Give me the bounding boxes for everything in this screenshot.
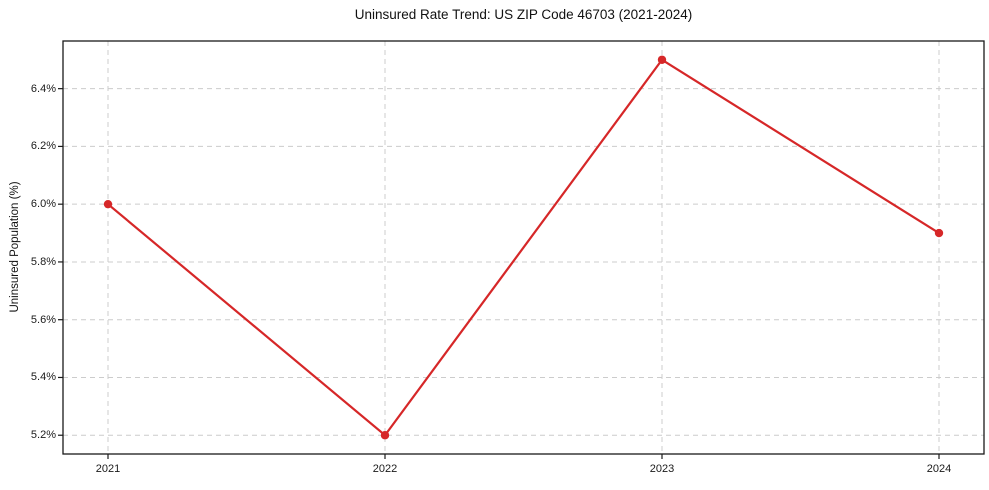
x-tick-label: 2021 xyxy=(95,463,121,475)
plot-border xyxy=(62,40,985,455)
x-tick-label: 2023 xyxy=(649,463,675,475)
y-tick-label: 5.8% xyxy=(30,255,56,268)
data-point-marker xyxy=(380,431,390,440)
y-tick-label: 5.2% xyxy=(30,429,56,442)
y-tick-label: 6.4% xyxy=(30,82,56,95)
data-point-marker xyxy=(657,55,667,64)
data-point-marker xyxy=(934,228,944,238)
trend-line xyxy=(106,58,941,437)
y-tick-label: 6.0% xyxy=(30,198,56,211)
y-tick-label: 5.6% xyxy=(30,313,56,326)
data-point-marker xyxy=(103,199,113,209)
y-tick-label: 6.2% xyxy=(30,140,56,153)
y-tick-label: 5.4% xyxy=(30,371,56,384)
x-tick-label: 2024 xyxy=(926,463,952,475)
chart-title: Uninsured Rate Trend: US ZIP Code 46703 … xyxy=(354,7,693,22)
x-tick-label: 2022 xyxy=(372,463,398,475)
